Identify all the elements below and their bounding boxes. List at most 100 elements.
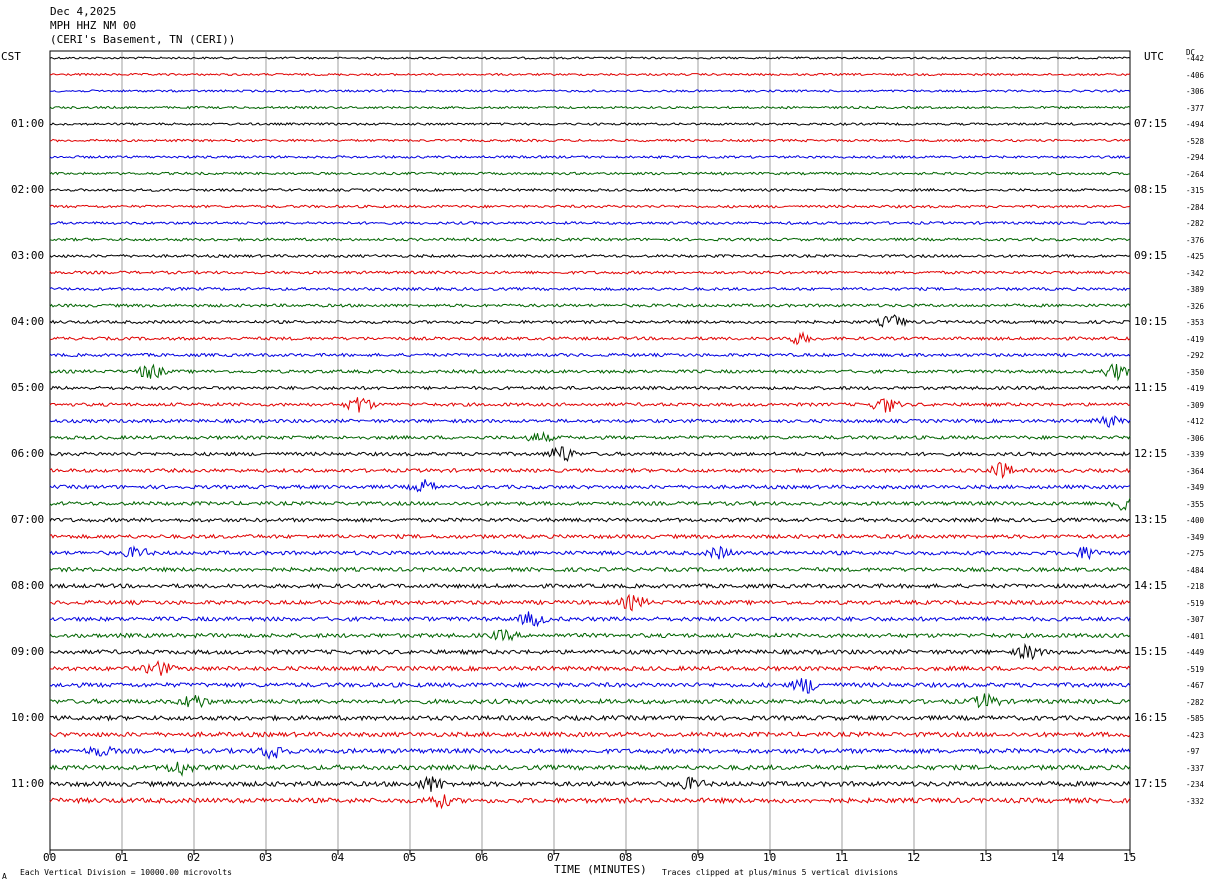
seismic-trace xyxy=(50,593,1131,612)
dc-offset-label: -307 xyxy=(1186,615,1205,624)
cst-hour-label: 02:00 xyxy=(11,183,45,196)
seismic-trace xyxy=(49,794,1131,810)
dc-offset-label: -467 xyxy=(1186,681,1205,690)
seismic-trace xyxy=(49,352,1131,358)
dc-offset-label: -97 xyxy=(1186,747,1200,756)
dc-offset-label: -349 xyxy=(1186,532,1205,542)
seismic-trace xyxy=(49,89,1131,93)
seismic-trace xyxy=(49,446,1131,463)
seismic-trace xyxy=(49,220,1131,226)
seismic-trace xyxy=(49,628,1131,642)
dc-offset-label: -332 xyxy=(1186,796,1205,806)
seismic-trace xyxy=(49,678,1131,694)
x-tick-label: 15 xyxy=(1123,851,1137,864)
utc-hour-label: 13:15 xyxy=(1134,513,1168,526)
utc-hour-label: 10:15 xyxy=(1134,315,1168,328)
seismic-trace xyxy=(49,331,1131,346)
dc-offset-label: -326 xyxy=(1186,301,1205,311)
seismic-trace xyxy=(49,714,1131,722)
x-tick-label: 00 xyxy=(43,851,57,864)
right-axis-title: UTC xyxy=(1144,50,1164,63)
dc-offset-label: -528 xyxy=(1186,136,1205,146)
utc-hour-label: 16:15 xyxy=(1134,711,1168,724)
seismic-trace xyxy=(49,415,1131,428)
utc-hour-label: 07:15 xyxy=(1134,117,1168,130)
x-tick-label: 10 xyxy=(763,851,777,864)
dc-offset-label: -484 xyxy=(1186,565,1205,575)
dc-offset-label: -282 xyxy=(1186,697,1205,707)
utc-hour-label: 14:15 xyxy=(1134,579,1168,592)
seismic-trace xyxy=(49,730,1131,738)
x-tick-label: 06 xyxy=(475,851,489,864)
dc-offset-label: -449 xyxy=(1186,648,1205,657)
cst-hour-label: 07:00 xyxy=(11,513,45,526)
utc-hour-label: 17:15 xyxy=(1134,777,1168,790)
x-axis-ticks xyxy=(49,850,1131,855)
cst-hour-label: 10:00 xyxy=(11,711,45,724)
dc-offset-label: -353 xyxy=(1186,318,1205,327)
seismic-trace xyxy=(49,270,1131,275)
x-tick-label: 03 xyxy=(259,851,273,864)
dc-offset-label: -264 xyxy=(1186,169,1205,179)
seismic-trace xyxy=(49,461,1131,479)
clipping-note: Traces clipped at plus/minus 5 vertical … xyxy=(662,868,899,877)
station-location: (CERI's Basement, TN (CERI)) xyxy=(50,33,236,46)
dc-offset-label: -412 xyxy=(1186,417,1205,426)
dc-offset-label: -306 xyxy=(1186,87,1205,96)
dc-offset-label: -364 xyxy=(1186,466,1205,476)
dc-offset-label: -423 xyxy=(1186,730,1205,740)
dc-offset-label: -419 xyxy=(1186,334,1205,344)
plot-date: Dec 4,2025 xyxy=(50,5,117,18)
dc-offset-label: -349 xyxy=(1186,483,1205,492)
seismic-trace xyxy=(49,692,1131,709)
cst-hour-label: 03:00 xyxy=(11,249,45,262)
dc-offset-label: -292 xyxy=(1186,351,1205,360)
seismic-trace xyxy=(49,745,1131,760)
dc-offset-label: -376 xyxy=(1186,235,1205,245)
utc-hour-label: 09:15 xyxy=(1134,249,1168,262)
dc-offset-label: -218 xyxy=(1186,582,1205,591)
grid-lines xyxy=(49,50,1131,851)
dc-offset-label: -282 xyxy=(1186,219,1205,228)
seismic-trace xyxy=(49,642,1131,661)
seismic-trace xyxy=(49,479,1131,493)
x-tick-label: 13 xyxy=(979,851,993,864)
dc-offset-label: -442 xyxy=(1186,54,1205,63)
x-tick-label: 14 xyxy=(1051,851,1065,864)
dc-offset-label: -519 xyxy=(1186,664,1205,674)
dc-offset-label: -275 xyxy=(1186,549,1205,558)
dc-offset-label: -400 xyxy=(1186,516,1205,525)
utc-hour-label: 15:15 xyxy=(1134,645,1168,658)
seismic-trace xyxy=(49,253,1131,259)
cst-hour-label: 08:00 xyxy=(11,579,45,592)
seismic-trace xyxy=(49,611,1131,628)
x-axis-label: TIME (MINUTES) xyxy=(554,863,647,876)
seismic-trace xyxy=(49,314,1131,328)
seismic-trace xyxy=(49,497,1131,511)
seismic-trace xyxy=(49,154,1131,160)
dc-offset-label: -401 xyxy=(1186,631,1205,641)
dc-offset-label: -309 xyxy=(1186,400,1205,410)
seismic-trace xyxy=(49,516,1131,524)
seismic-trace xyxy=(49,363,1131,382)
seismic-trace xyxy=(49,385,1131,391)
dc-offset-label: -339 xyxy=(1186,450,1205,459)
cst-hour-label: 01:00 xyxy=(11,117,45,130)
seismic-trace xyxy=(49,545,1131,561)
seismic-trace xyxy=(49,397,1131,413)
seismic-trace xyxy=(49,566,1131,573)
seismic-trace xyxy=(49,761,1131,777)
plot-frame xyxy=(49,50,1131,851)
utc-hour-label: 08:15 xyxy=(1134,183,1168,196)
dc-offset-label: -585 xyxy=(1186,714,1205,723)
cst-hour-label: 11:00 xyxy=(11,777,45,790)
dc-offset-label: -377 xyxy=(1186,103,1205,113)
x-tick-label: 01 xyxy=(115,851,129,864)
dc-offset-label: -337 xyxy=(1186,763,1205,773)
dc-offset-label: -389 xyxy=(1186,285,1205,294)
seismic-trace xyxy=(49,72,1131,77)
seismic-trace xyxy=(49,430,1131,443)
cst-hour-label: 09:00 xyxy=(11,645,45,658)
dc-offset-label: -284 xyxy=(1186,202,1205,212)
x-tick-label: 12 xyxy=(907,851,921,864)
